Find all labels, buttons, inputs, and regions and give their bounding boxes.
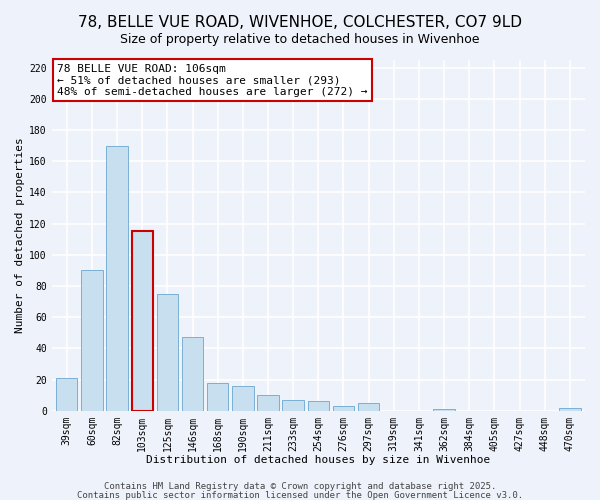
Bar	[106, 146, 128, 410]
Text: Contains HM Land Registry data © Crown copyright and database right 2025.: Contains HM Land Registry data © Crown c…	[104, 482, 496, 491]
Bar	[559, 408, 581, 410]
Y-axis label: Number of detached properties: Number of detached properties	[15, 138, 25, 333]
Bar	[56, 378, 77, 410]
Bar	[333, 406, 354, 410]
X-axis label: Distribution of detached houses by size in Wivenhoe: Distribution of detached houses by size …	[146, 455, 490, 465]
Bar	[157, 294, 178, 410]
Bar	[207, 382, 229, 410]
Text: Contains public sector information licensed under the Open Government Licence v3: Contains public sector information licen…	[77, 490, 523, 500]
Text: Size of property relative to detached houses in Wivenhoe: Size of property relative to detached ho…	[120, 32, 480, 46]
Bar	[182, 338, 203, 410]
Bar	[232, 386, 254, 410]
Bar	[433, 409, 455, 410]
Bar	[131, 232, 153, 410]
Bar	[358, 403, 379, 410]
Bar	[257, 395, 279, 410]
Bar	[81, 270, 103, 410]
Text: 78, BELLE VUE ROAD, WIVENHOE, COLCHESTER, CO7 9LD: 78, BELLE VUE ROAD, WIVENHOE, COLCHESTER…	[78, 15, 522, 30]
Bar	[283, 400, 304, 410]
Text: 78 BELLE VUE ROAD: 106sqm
← 51% of detached houses are smaller (293)
48% of semi: 78 BELLE VUE ROAD: 106sqm ← 51% of detac…	[57, 64, 367, 96]
Bar	[308, 402, 329, 410]
